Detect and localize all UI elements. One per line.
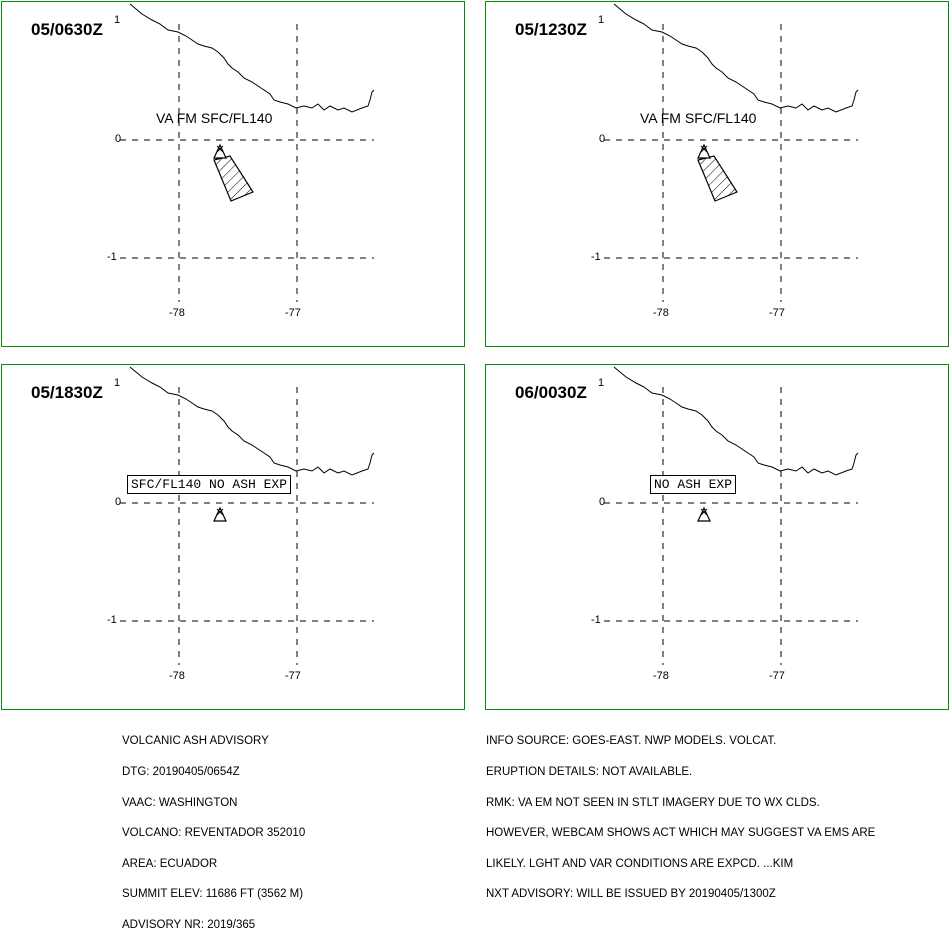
lon-tick-minus78: -78 [653, 307, 669, 319]
lon-tick-minus77: -77 [769, 670, 785, 682]
volcano-icon [697, 506, 711, 522]
lat-tick-1: 1 [114, 377, 121, 389]
advisory-line: AREA: ECUADOR [122, 857, 218, 870]
map-canvas [604, 366, 859, 665]
advisory-line: VOLCANIC ASH ADVISORY [122, 735, 269, 748]
lat-tick-1: 1 [598, 14, 605, 26]
map-canvas [604, 3, 859, 302]
lon-tick-minus78: -78 [169, 307, 185, 319]
advisory-line: VAAC: WASHINGTON [122, 796, 238, 809]
map-canvas [120, 366, 375, 665]
advisory-line: HOWEVER, WEBCAM SHOWS ACT WHICH MAY SUGG… [486, 827, 876, 840]
lon-tick-minus78: -78 [653, 670, 669, 682]
volcano-icon [697, 143, 711, 159]
coastline [129, 366, 375, 476]
lat-tick-minus1: -1 [591, 251, 601, 263]
forecast-time-label: 05/1830Z [31, 383, 103, 402]
no-ash-label: SFC/FL140 NO ASH EXP [127, 475, 292, 494]
map-panel-4: 06/0030Z 1 0 -1 -78 -77 NO ASH EXP [485, 364, 949, 710]
volcano-icon [213, 506, 227, 522]
lon-tick-minus78: -78 [169, 670, 185, 682]
advisory-line: NXT ADVISORY: WILL BE ISSUED BY 20190405… [486, 888, 776, 901]
advisory-header-block: VOLCANIC ASH ADVISORY DTG: 20190405/0654… [122, 716, 305, 940]
advisory-line: INFO SOURCE: GOES-EAST. NWP MODELS. VOLC… [486, 735, 777, 748]
ash-cloud-polygon [213, 155, 254, 202]
lon-tick-minus77: -77 [285, 307, 301, 319]
lat-tick-0: 0 [115, 496, 122, 508]
advisory-line: DTG: 20190405/0654Z [122, 766, 240, 779]
lat-tick-1: 1 [598, 377, 605, 389]
map-panel-3: 05/1830Z 1 0 -1 -78 -77 SFC/FL140 NO ASH… [1, 364, 465, 710]
map-panel-1: 05/0630Z 1 0 -1 -78 -77 VA FM SFC/FL140 [1, 1, 465, 347]
advisory-line: VOLCANO: REVENTADOR 352010 [122, 827, 306, 840]
volcano-icon [213, 143, 227, 159]
lat-tick-minus1: -1 [107, 251, 117, 263]
advisory-line: SUMMIT ELEV: 11686 FT (3562 M) [122, 888, 304, 901]
forecast-time-label: 05/0630Z [31, 20, 103, 39]
lat-tick-0: 0 [115, 133, 122, 145]
lon-tick-minus77: -77 [285, 670, 301, 682]
advisory-line: LIKELY. LGHT AND VAR CONDITIONS ARE EXPC… [486, 857, 794, 870]
lat-tick-0: 0 [599, 496, 606, 508]
advisory-remarks-block: INFO SOURCE: GOES-EAST. NWP MODELS. VOLC… [486, 716, 875, 910]
coastline [613, 3, 859, 113]
advisory-line: RMK: VA EM NOT SEEN IN STLT IMAGERY DUE … [486, 796, 820, 809]
forecast-time-label: 05/1230Z [515, 20, 587, 39]
coastline [613, 366, 859, 476]
ash-height-label: VA FM SFC/FL140 [640, 110, 757, 126]
lat-tick-minus1: -1 [107, 614, 117, 626]
ash-cloud-polygon [697, 155, 738, 202]
forecast-time-label: 06/0030Z [515, 383, 587, 402]
advisory-line: ERUPTION DETAILS: NOT AVAILABLE. [486, 766, 693, 779]
map-panel-2: 05/1230Z 1 0 -1 -78 -77 VA FM SFC/FL140 [485, 1, 949, 347]
lat-tick-1: 1 [114, 14, 121, 26]
map-canvas [120, 3, 375, 302]
no-ash-label: NO ASH EXP [650, 475, 737, 494]
lat-tick-minus1: -1 [591, 614, 601, 626]
lon-tick-minus77: -77 [769, 307, 785, 319]
ash-height-label: VA FM SFC/FL140 [156, 110, 273, 126]
lat-tick-0: 0 [599, 133, 606, 145]
coastline [129, 3, 375, 113]
advisory-line: ADVISORY NR: 2019/365 [122, 919, 256, 932]
